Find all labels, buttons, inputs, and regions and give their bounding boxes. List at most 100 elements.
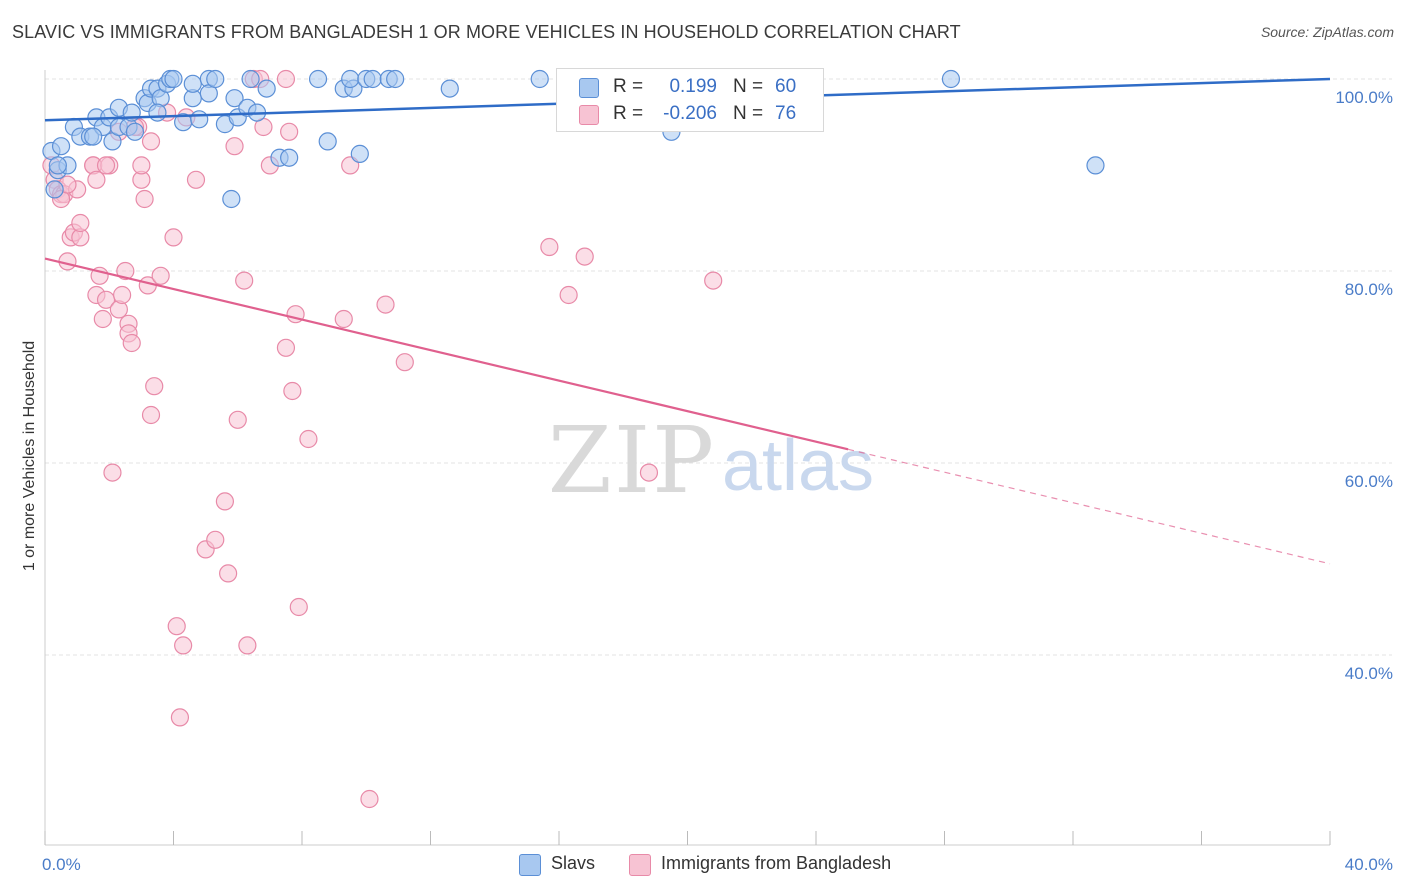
bangladesh-point (141, 132, 161, 151)
bangladesh-swatch (579, 105, 599, 125)
bangladesh-point (132, 156, 151, 175)
bangladesh-point (376, 295, 395, 314)
slavs-point (318, 132, 337, 151)
bangladesh-point (540, 237, 559, 257)
slavs-point (280, 148, 299, 167)
bangladesh-point (93, 309, 112, 329)
slavs-point (48, 156, 67, 175)
bangladesh-point (135, 189, 154, 209)
slavs-point (363, 69, 382, 89)
n-value: 76 (775, 103, 797, 124)
bangladesh-point (186, 170, 206, 189)
slavs-point (241, 69, 260, 89)
slavs-point (222, 189, 241, 209)
slavs-point (440, 79, 459, 98)
bangladesh-point (206, 530, 225, 549)
correlation-legend: R = 0.199 N = 60 R = -0.206 N = 76 (556, 68, 824, 132)
bangladesh-point (151, 266, 170, 285)
bangladesh-trend-line (44, 257, 849, 451)
bangladesh-point (704, 271, 723, 290)
bangladesh-point (276, 69, 296, 89)
y-tick-label: 100.0% (1335, 88, 1393, 107)
watermark-atlas: atlas (722, 426, 874, 506)
source-credit: Source: ZipAtlas.com (1260, 24, 1394, 40)
y-tick-label: 60.0% (1345, 472, 1393, 491)
bangladesh-point (87, 170, 106, 189)
slavs-point (530, 69, 549, 89)
bangladesh-point (103, 463, 122, 482)
r-label: R = (613, 103, 644, 124)
bangladesh-legend-swatch (629, 854, 651, 876)
x-tick-label: 40.0% (1345, 855, 1393, 874)
axes (44, 70, 1331, 846)
bangladesh-point (96, 156, 116, 175)
slavs-point (386, 69, 405, 89)
bangladesh-point (639, 463, 659, 482)
bangladesh-point (215, 492, 234, 511)
slavs-point (225, 89, 244, 108)
bangladesh-point (219, 564, 238, 583)
legend-row-slavs: R = 0.199 N = 60 (557, 73, 823, 101)
watermark: ZIP atlas (548, 407, 874, 514)
slavs-point (941, 69, 961, 89)
slavs-swatch (579, 78, 599, 98)
bangladesh-point (283, 381, 302, 401)
bangladesh-point (170, 708, 190, 727)
slavs-point (206, 69, 225, 89)
bangladesh-point (289, 597, 308, 617)
legend-row-bangladesh: R = -0.206 N = 76 (557, 100, 823, 128)
bangladesh-point (225, 137, 244, 156)
bangladesh-point (122, 333, 141, 353)
r-value: 0.199 (669, 76, 717, 97)
bangladesh-point (116, 261, 135, 281)
slavs-point (51, 137, 71, 156)
slavs-point (45, 180, 64, 199)
bangladesh-point (238, 636, 257, 655)
bangladesh-point (141, 405, 161, 425)
legend-label: Slavs (551, 853, 596, 873)
slavs-point (341, 69, 360, 89)
bangladesh-point (235, 271, 254, 290)
bangladesh-point (575, 247, 594, 266)
x-tick-label: 0.0% (42, 855, 81, 874)
bangladesh-point (174, 636, 193, 655)
slavs-point (308, 69, 328, 89)
slavs-point (183, 74, 202, 93)
bangladesh-point (559, 285, 578, 305)
slavs-point (350, 144, 369, 163)
chart-title: SLAVIC VS IMMIGRANTS FROM BANGLADESH 1 O… (12, 22, 961, 42)
slavs-point (125, 122, 145, 141)
slavs-point (1086, 156, 1105, 175)
grid-lines (45, 78, 1392, 656)
tick-labels: 100.0% 80.0% 60.0% 40.0% 0.0% 40.0% (42, 88, 1393, 874)
n-label: N = (733, 76, 764, 97)
bangladesh-point (276, 338, 296, 357)
slavs-legend-swatch (519, 854, 541, 876)
r-label: R = (613, 76, 644, 97)
bangladesh-point (228, 410, 247, 429)
bangladesh-point (299, 429, 318, 449)
slavs-point (164, 69, 183, 89)
n-label: N = (733, 103, 764, 124)
watermark-zip: ZIP (548, 407, 716, 514)
r-value: -0.206 (663, 103, 717, 124)
bangladesh-point (167, 617, 186, 636)
bangladesh-point (71, 213, 90, 233)
n-value: 60 (775, 76, 797, 97)
bangladesh-point (395, 353, 414, 372)
slavs-point (84, 127, 103, 146)
y-tick-label: 80.0% (1345, 280, 1393, 299)
bangladesh-trend-extension (847, 448, 1331, 565)
slavs-point (190, 110, 209, 129)
bangladesh-point (280, 122, 299, 141)
bangladesh-point (360, 789, 379, 809)
bangladesh-point (334, 309, 353, 329)
y-tick-label: 40.0% (1345, 664, 1393, 683)
slavs-point (257, 79, 276, 98)
legend-label: Immigrants from Bangladesh (661, 853, 892, 873)
slavs-point (148, 103, 167, 122)
bangladesh-point (164, 228, 183, 247)
bangladesh-point (112, 285, 132, 305)
series-legend: Slavs Immigrants from Bangladesh (0, 852, 1406, 878)
